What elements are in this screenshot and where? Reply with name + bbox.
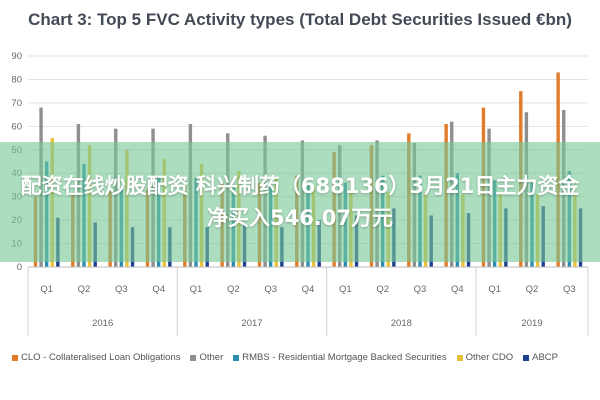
chart-title: Chart 3: Top 5 FVC Activity types (Total… bbox=[28, 10, 572, 29]
y-tick-label: 90 bbox=[11, 51, 22, 62]
legend-item-clo: CLO - Collateralised Loan Obligations bbox=[12, 352, 180, 363]
legend-label-rmbs: RMBS - Residential Mortgage Backed Secur… bbox=[242, 352, 447, 363]
headline-text: 配资在线炒股配资 科兴制药（688136）3月21日主力资金净买入546.07万… bbox=[20, 174, 580, 230]
x-tick-label: Q1 bbox=[339, 284, 352, 295]
legend-swatch-other bbox=[190, 354, 197, 361]
legend-swatch-rmbs bbox=[233, 354, 240, 361]
x-tick-label: Q3 bbox=[563, 284, 576, 295]
year-label: 2019 bbox=[521, 318, 542, 329]
x-tick-label: Q1 bbox=[190, 284, 203, 295]
x-tick-label: Q2 bbox=[376, 284, 389, 295]
y-tick-label: 0 bbox=[17, 262, 22, 273]
legend: CLO - Collateralised Loan Obligations Ot… bbox=[12, 352, 592, 363]
x-tick-label: Q2 bbox=[78, 284, 91, 295]
x-tick-label: Q3 bbox=[115, 284, 128, 295]
legend-label-abcp: ABCP bbox=[532, 352, 558, 363]
legend-label-clo: CLO - Collateralised Loan Obligations bbox=[21, 352, 181, 363]
y-tick-label: 70 bbox=[11, 98, 22, 109]
x-tick-label: Q3 bbox=[414, 284, 427, 295]
x-tick-label: Q4 bbox=[451, 284, 464, 295]
x-tick-label: Q2 bbox=[227, 284, 240, 295]
legend-item-rmbs: RMBS - Residential Mortgage Backed Secur… bbox=[233, 352, 447, 363]
x-tick-label: Q1 bbox=[40, 284, 53, 295]
x-tick-label: Q3 bbox=[264, 284, 277, 295]
y-tick-label: 60 bbox=[11, 121, 22, 132]
x-tick-label: Q2 bbox=[526, 284, 539, 295]
x-tick-label: Q4 bbox=[302, 284, 315, 295]
headline-banner: 配资在线炒股配资 科兴制药（688136）3月21日主力资金净买入546.07万… bbox=[0, 142, 600, 262]
legend-label-other-cdo: Other CDO bbox=[465, 352, 514, 363]
legend-item-abcp: ABCP bbox=[523, 352, 558, 363]
year-label: 2016 bbox=[92, 318, 113, 329]
legend-label-other: Other bbox=[199, 352, 224, 363]
legend-swatch-other-cdo bbox=[456, 354, 463, 361]
year-label: 2018 bbox=[391, 318, 412, 329]
year-label: 2017 bbox=[241, 318, 262, 329]
x-axis: Q1 Q2 Q3 Q4 Q1 Q2 Q3 Q4 Q1 Q2 Q3 Q4 Q1 Q2 Q3 2016 2017 20… bbox=[27, 266, 589, 336]
legend-item-other: Other bbox=[190, 352, 223, 363]
legend-item-other-cdo: Other CDO bbox=[456, 352, 514, 363]
legend-swatch-abcp bbox=[523, 354, 530, 361]
y-tick-label: 80 bbox=[11, 74, 22, 85]
x-tick-label: Q1 bbox=[488, 284, 501, 295]
legend-swatch-clo bbox=[12, 354, 18, 361]
x-tick-label: Q4 bbox=[152, 284, 165, 295]
